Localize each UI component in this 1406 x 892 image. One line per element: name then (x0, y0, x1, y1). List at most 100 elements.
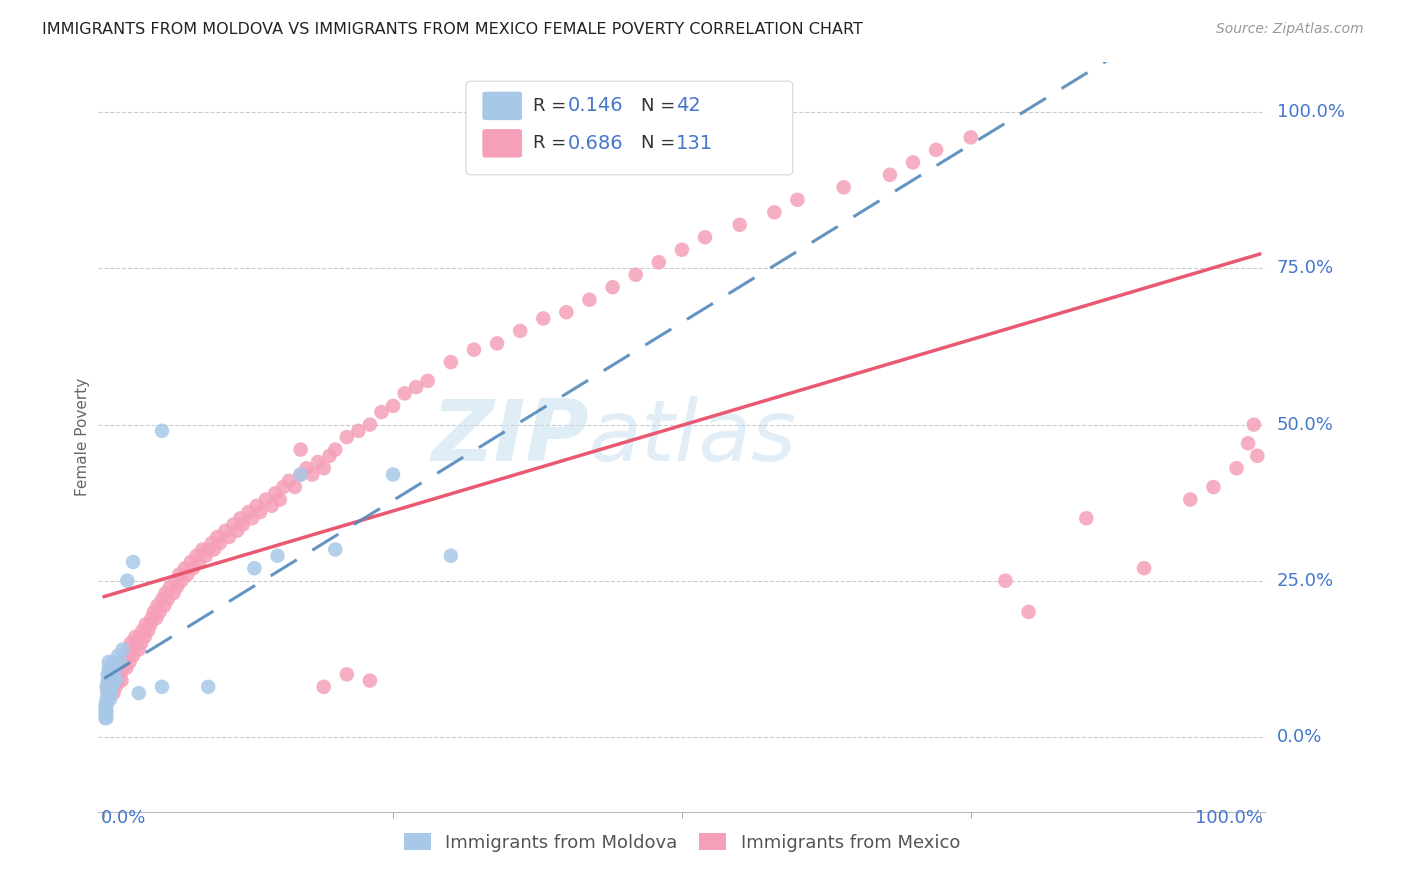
Point (166, 580, 188, 594)
Point (180, 555, 202, 569)
Text: 50.0%: 50.0% (1277, 416, 1333, 434)
Point (97, 686, 120, 700)
Point (312, 680, 335, 694)
Point (879, 168, 901, 182)
Point (648, 255, 671, 269)
Point (382, 399, 405, 413)
Point (295, 461, 318, 475)
FancyBboxPatch shape (482, 129, 522, 158)
Point (174, 561, 197, 575)
Point (197, 542, 219, 557)
Point (1225, 461, 1247, 475)
Point (382, 467, 405, 482)
Point (191, 542, 214, 557)
Point (98, 686, 121, 700)
Point (194, 549, 217, 563)
Text: 0.686: 0.686 (568, 134, 623, 153)
Point (150, 424, 173, 438)
Point (159, 580, 181, 594)
Point (110, 667, 132, 681)
Point (176, 567, 198, 582)
Point (254, 492, 277, 507)
Point (107, 655, 129, 669)
Point (103, 655, 125, 669)
Point (394, 386, 416, 401)
Point (114, 655, 136, 669)
Point (222, 517, 245, 532)
Point (139, 617, 162, 632)
Point (278, 474, 301, 488)
Point (1180, 492, 1202, 507)
Point (104, 680, 127, 694)
Point (671, 243, 693, 257)
Point (125, 636, 148, 650)
Point (1202, 480, 1225, 494)
Point (994, 574, 1017, 588)
Point (186, 549, 208, 563)
Point (96, 711, 118, 725)
Point (555, 305, 578, 319)
Point (100, 661, 122, 675)
Point (832, 180, 855, 194)
Point (202, 542, 225, 557)
Point (128, 642, 150, 657)
Point (98, 686, 121, 700)
Point (232, 517, 254, 532)
Point (97, 680, 120, 694)
Point (111, 642, 134, 657)
Point (1237, 436, 1260, 450)
Point (124, 630, 146, 644)
Point (264, 486, 287, 500)
Text: Source: ZipAtlas.com: Source: ZipAtlas.com (1216, 22, 1364, 37)
Point (155, 586, 177, 600)
Point (110, 655, 132, 669)
Point (290, 467, 312, 482)
Point (135, 617, 157, 632)
Point (103, 667, 125, 681)
Text: 25.0%: 25.0% (1277, 572, 1334, 590)
Point (156, 592, 179, 607)
Point (128, 686, 150, 700)
Point (269, 492, 291, 507)
Point (243, 561, 266, 575)
Point (307, 455, 329, 469)
Point (94, 698, 117, 713)
Point (97, 655, 120, 669)
Point (207, 530, 229, 544)
Point (117, 574, 139, 588)
Point (197, 680, 219, 694)
Point (271, 480, 294, 494)
Point (108, 661, 131, 675)
Point (110, 673, 132, 688)
Point (117, 648, 139, 663)
Point (117, 642, 139, 657)
Point (134, 630, 156, 644)
Point (290, 442, 312, 457)
Point (97, 667, 120, 681)
Point (146, 599, 169, 613)
Point (405, 380, 427, 394)
Text: R =: R = (533, 135, 571, 153)
Point (101, 667, 124, 681)
Text: R =: R = (533, 97, 571, 115)
Point (136, 624, 159, 638)
Point (118, 655, 141, 669)
Legend: Immigrants from Moldova, Immigrants from Mexico: Immigrants from Moldova, Immigrants from… (396, 826, 967, 859)
Point (96, 692, 118, 706)
Point (486, 336, 509, 351)
Point (246, 499, 269, 513)
Point (336, 430, 359, 444)
Point (100, 673, 122, 688)
Point (153, 599, 176, 613)
Point (101, 680, 124, 694)
Point (187, 555, 209, 569)
Point (463, 343, 485, 357)
Text: 0.146: 0.146 (568, 96, 623, 115)
Text: atlas: atlas (589, 395, 797, 479)
Point (359, 417, 381, 432)
Point (440, 549, 463, 563)
Point (312, 461, 335, 475)
FancyBboxPatch shape (465, 81, 793, 175)
Point (284, 480, 307, 494)
Point (266, 549, 288, 563)
